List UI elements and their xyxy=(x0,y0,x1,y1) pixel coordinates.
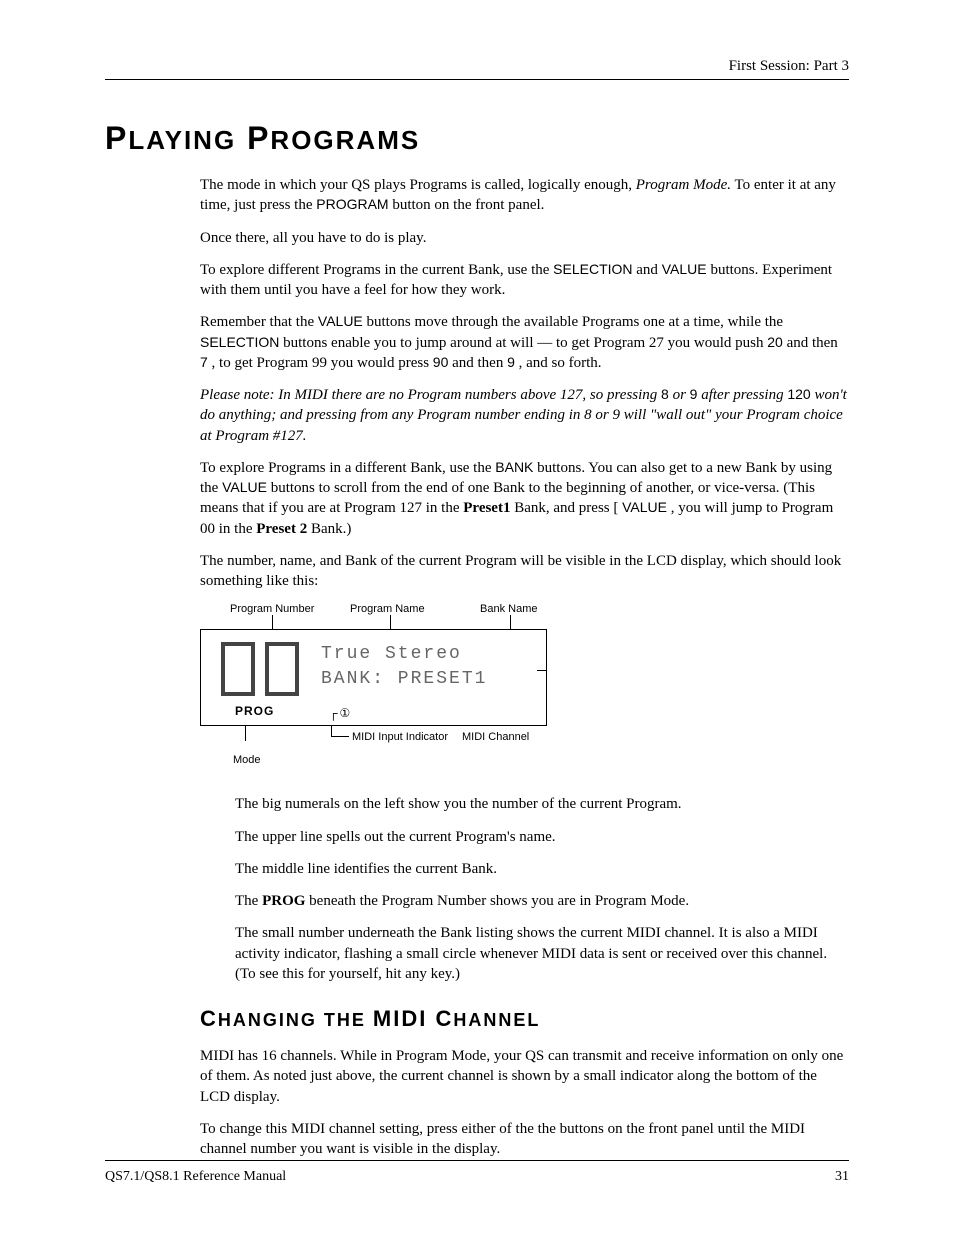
footer-left: QS7.1/QS8.1 Reference Manual xyxy=(105,1169,286,1185)
lcd-label-program-number: Program Number xyxy=(230,603,350,615)
para: The small number underneath the Bank lis… xyxy=(235,923,849,984)
header-rule xyxy=(105,79,849,80)
para: The number, name, and Bank of the curren… xyxy=(200,551,849,592)
para: The PROG beneath the Program Number show… xyxy=(235,891,849,911)
lcd-label-bank-name: Bank Name xyxy=(480,603,537,615)
heading-1: PLAYING PROGRAMS xyxy=(105,120,849,157)
lcd-screen: True Stereo BANK: PRESET1 PROG ┌① xyxy=(200,629,547,726)
lcd-label-midi-channel: MIDI Channel xyxy=(462,731,529,743)
para: The mode in which your QS plays Programs… xyxy=(200,175,849,216)
para: MIDI has 16 channels. While in Program M… xyxy=(200,1046,849,1107)
body: The mode in which your QS plays Programs… xyxy=(200,175,849,591)
lcd-label-program-name: Program Name xyxy=(350,603,480,615)
para: Remember that the VALUE buttons move thr… xyxy=(200,312,849,373)
para: To explore different Programs in the cur… xyxy=(200,260,849,301)
lcd-label-midi-input: MIDI Input Indicator xyxy=(352,731,448,743)
footer-page-number: 31 xyxy=(835,1169,849,1185)
page-header: First Session: Part 3 xyxy=(105,58,849,75)
lcd-diagram: Program Number Program Name Bank Name xyxy=(200,603,849,774)
para: The upper line spells out the current Pr… xyxy=(235,827,849,847)
para: Once there, all you have to do is play. xyxy=(200,228,849,248)
lcd-line2: BANK: PRESET1 xyxy=(321,667,487,692)
para: To change this MIDI channel setting, pre… xyxy=(200,1119,849,1160)
footer-rule xyxy=(105,1160,849,1161)
para: The middle line identifies the current B… xyxy=(235,859,849,879)
para: To explore Programs in a different Bank,… xyxy=(200,458,849,539)
page-footer: QS7.1/QS8.1 Reference Manual 31 xyxy=(105,1160,849,1185)
prog-mode-label: PROG xyxy=(235,704,274,718)
lcd-line1: True Stereo xyxy=(321,642,487,667)
heading-2: CHANGING THE MIDI CHANNEL xyxy=(200,1006,849,1032)
midi-channel-indicator: ┌① xyxy=(329,706,350,721)
document-page: First Session: Part 3 PLAYING PROGRAMS T… xyxy=(0,0,954,1235)
para: The big numerals on the left show you th… xyxy=(235,794,849,814)
para-note: Please note: In MIDI there are no Progra… xyxy=(200,385,849,446)
program-number-digits xyxy=(219,640,307,698)
body-after-lcd: The big numerals on the left show you th… xyxy=(235,794,849,984)
lcd-label-mode: Mode xyxy=(233,754,261,766)
